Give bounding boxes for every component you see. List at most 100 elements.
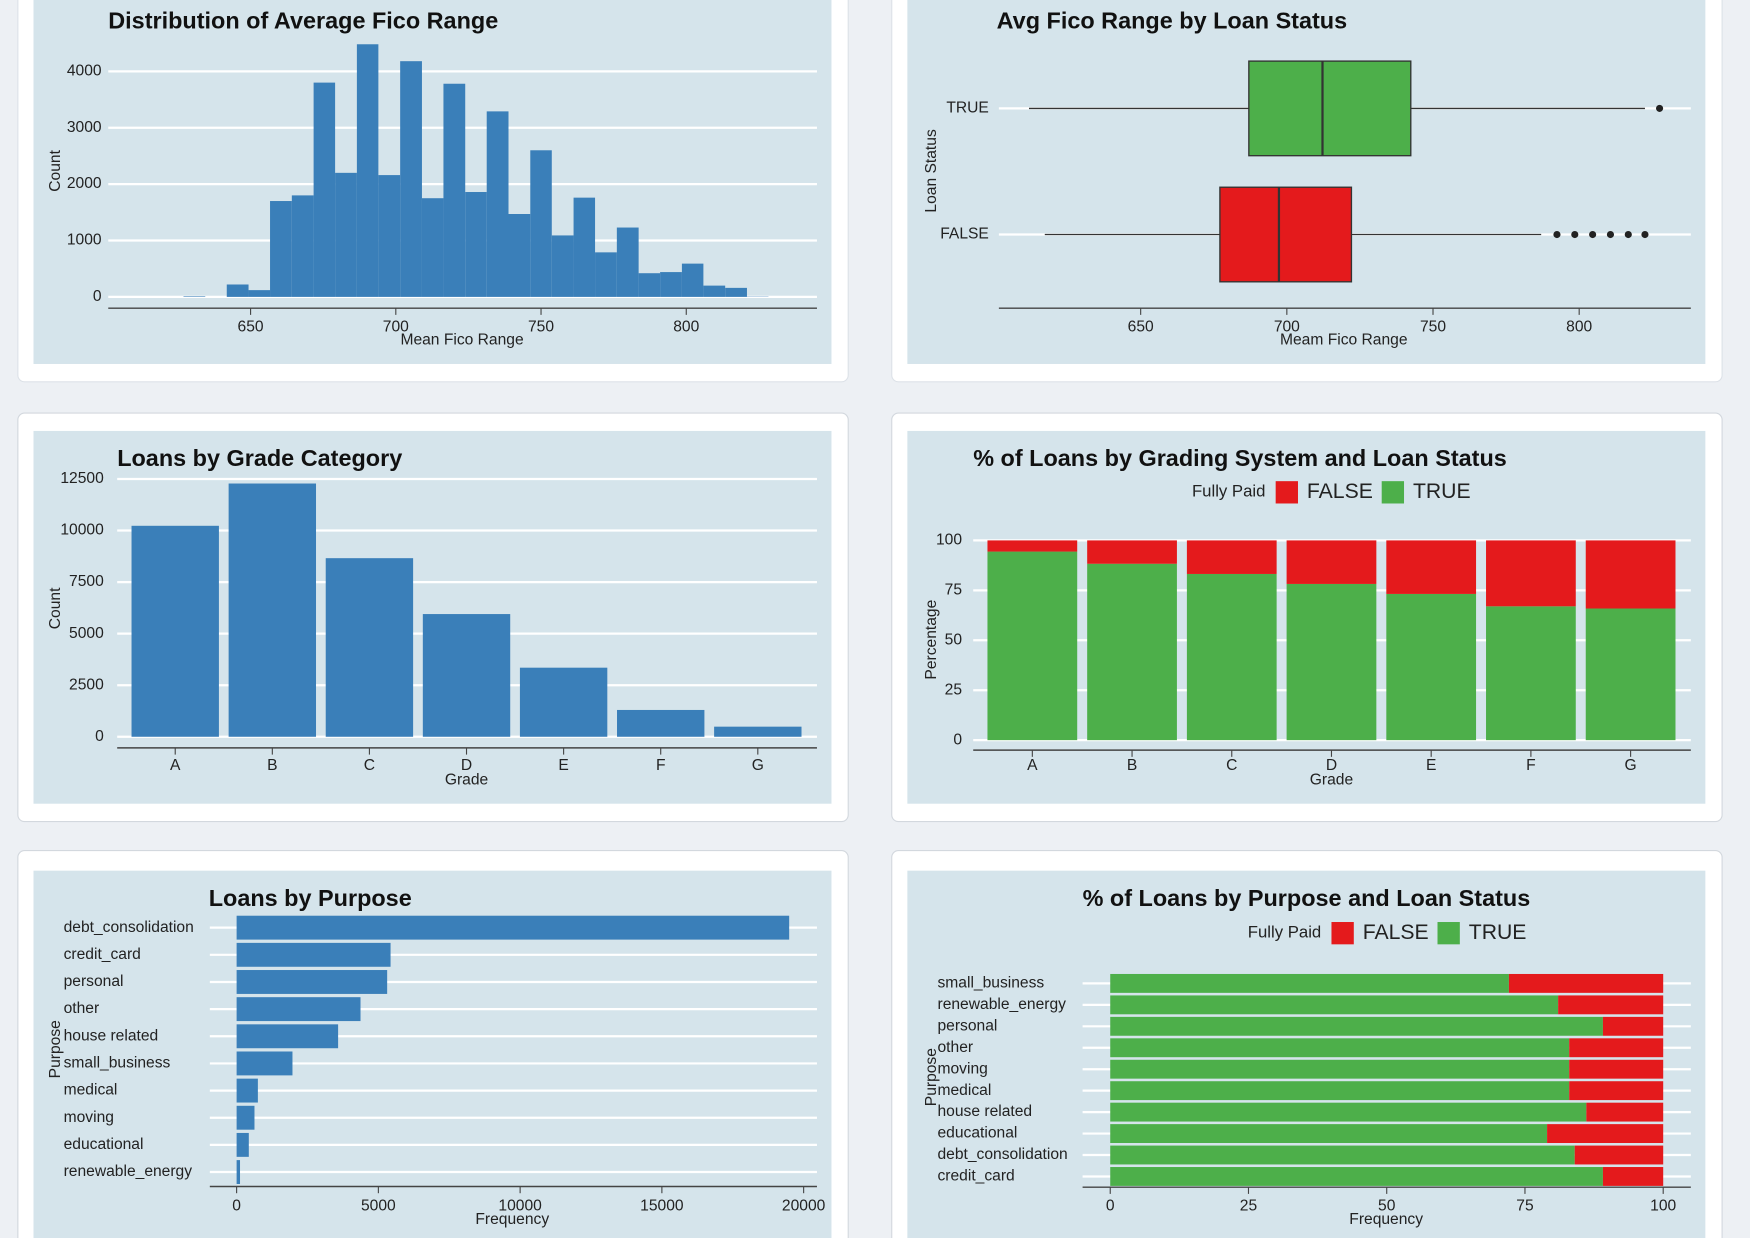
- x-tick-label: G: [752, 757, 764, 774]
- chart-title: % of Loans by Purpose and Loan Status: [1083, 885, 1531, 911]
- box: [1219, 186, 1353, 283]
- legend-label: FALSE: [1363, 921, 1429, 944]
- bar-segment: [1602, 1016, 1664, 1036]
- histogram-bar: [530, 150, 552, 297]
- panel: [907, 0, 1706, 364]
- bar: [236, 1132, 249, 1157]
- x-tick-label: C: [1226, 757, 1237, 774]
- x-tick-label: G: [1625, 757, 1637, 774]
- bar-segment: [1602, 1167, 1664, 1186]
- y-tick-label: moving: [938, 1060, 988, 1077]
- x-tick-label: 700: [1274, 318, 1300, 335]
- y-tick-label: 5000: [69, 625, 104, 642]
- bar-segment: [1569, 1059, 1664, 1079]
- outlier: [1655, 104, 1664, 112]
- y-tick-label: house related: [64, 1027, 159, 1044]
- bar-segment: [1286, 583, 1377, 741]
- x-tick-label: 650: [1128, 318, 1154, 335]
- bar-segment: [1585, 608, 1676, 741]
- legend-title: Fully Paid: [1248, 923, 1321, 942]
- bar-segment: [1110, 1059, 1570, 1079]
- y-tick-label: credit_card: [64, 946, 141, 963]
- bar: [236, 1160, 241, 1185]
- x-tick-label: 750: [528, 318, 554, 335]
- bar: [236, 1105, 255, 1130]
- x-tick-label: 0: [1106, 1198, 1115, 1215]
- histogram-bar: [378, 175, 401, 297]
- y-tick-label: 1000: [67, 232, 102, 249]
- y-tick-label: small_business: [64, 1055, 171, 1072]
- y-tick-label: 0: [93, 288, 102, 305]
- y-axis-label: Purpose: [923, 1048, 940, 1106]
- histogram-bar: [335, 172, 357, 297]
- y-tick-label: 10000: [60, 522, 104, 539]
- y-tick-label: 2500: [69, 676, 104, 693]
- chart-title: % of Loans by Grading System and Loan St…: [973, 445, 1507, 471]
- bar: [228, 483, 317, 737]
- y-tick-label: FALSE: [940, 226, 989, 243]
- x-tick-label: 750: [1420, 318, 1446, 335]
- y-tick-label: medical: [64, 1082, 118, 1099]
- y-axis-label: Purpose: [47, 1020, 64, 1078]
- x-tick-label: 0: [232, 1198, 241, 1215]
- histogram-bar: [551, 235, 574, 297]
- legend-swatch: [1331, 922, 1354, 945]
- histogram-bar: [681, 263, 704, 297]
- bar-segment: [1087, 563, 1177, 741]
- y-tick-label: moving: [64, 1109, 114, 1126]
- x-tick-label: D: [1326, 757, 1337, 774]
- x-tick-label: B: [1127, 757, 1137, 774]
- histogram-bar: [443, 83, 466, 297]
- chart-title: Loans by Purpose: [209, 885, 412, 911]
- legend-label: TRUE: [1469, 921, 1527, 944]
- histogram-bar: [270, 201, 292, 297]
- x-tick-label: 15000: [640, 1198, 684, 1215]
- y-tick-label: 2000: [67, 175, 102, 192]
- x-tick-label: 5000: [361, 1198, 396, 1215]
- bar-segment: [1110, 1102, 1587, 1122]
- outlier: [1589, 230, 1597, 239]
- histogram-bar: [486, 111, 509, 297]
- y-tick-label: 75: [945, 581, 963, 598]
- bar: [236, 1078, 258, 1103]
- bar-segment: [1386, 593, 1477, 741]
- x-axis-label: Grade: [445, 771, 488, 788]
- outlier: [1553, 230, 1561, 239]
- bar-segment: [1110, 995, 1559, 1015]
- x-tick-label: F: [656, 757, 666, 774]
- x-tick-label: 10000: [498, 1198, 542, 1215]
- y-tick-label: 0: [953, 731, 962, 748]
- bar-segment: [1508, 973, 1664, 993]
- outlier: [1641, 230, 1649, 239]
- x-tick-label: 100: [1650, 1198, 1676, 1215]
- y-axis-label: Count: [47, 149, 64, 191]
- bar-segment: [1110, 1081, 1570, 1101]
- bar-segment: [1110, 973, 1509, 993]
- y-tick-label: debt_consolidation: [64, 919, 194, 936]
- y-axis-label: Count: [47, 587, 64, 629]
- y-tick-label: 4000: [67, 62, 102, 79]
- histogram-bar: [313, 82, 336, 297]
- histogram-bar: [183, 296, 206, 297]
- y-tick-label: medical: [938, 1082, 992, 1099]
- x-tick-label: 650: [238, 318, 264, 335]
- x-tick-label: 800: [673, 318, 699, 335]
- histogram-bar: [595, 252, 617, 297]
- y-tick-label: personal: [64, 973, 124, 990]
- histogram-bar: [638, 273, 661, 297]
- x-tick-label: F: [1526, 757, 1536, 774]
- bar: [131, 525, 219, 737]
- bar: [422, 614, 511, 737]
- y-tick-label: 12500: [60, 470, 104, 487]
- y-tick-label: TRUE: [946, 100, 989, 117]
- histogram-bar: [465, 192, 487, 297]
- y-tick-label: personal: [938, 1017, 998, 1034]
- legend-label: FALSE: [1307, 480, 1373, 503]
- y-tick-label: other: [938, 1039, 974, 1056]
- bar: [236, 997, 361, 1022]
- legend-swatch: [1437, 922, 1460, 945]
- chart-title: Loans by Grade Category: [117, 445, 402, 471]
- y-tick-label: educational: [938, 1125, 1018, 1142]
- bar: [325, 558, 414, 737]
- bar-segment: [1186, 540, 1277, 574]
